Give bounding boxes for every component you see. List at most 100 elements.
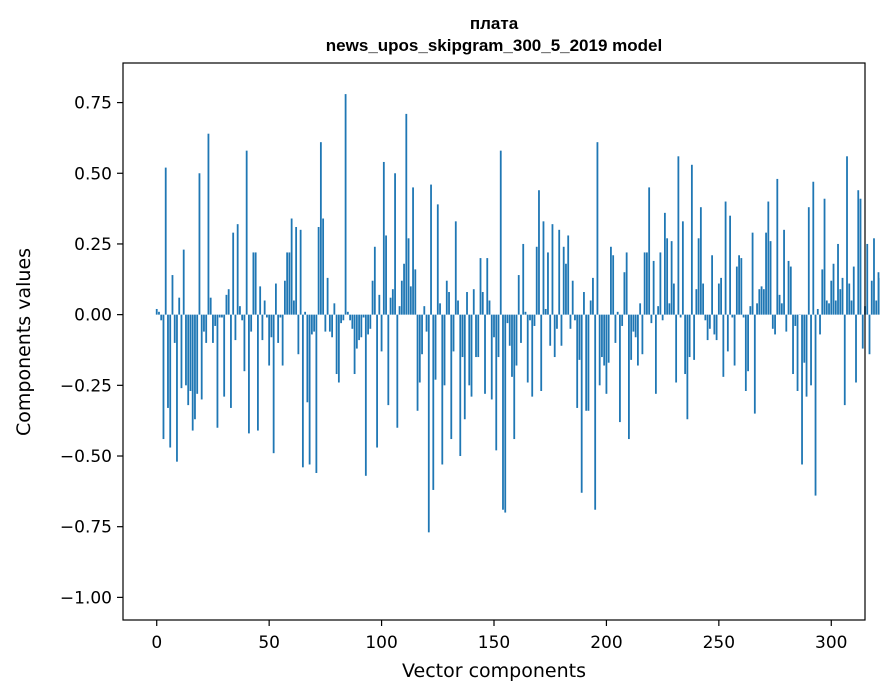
bar (612, 255, 615, 315)
bar (493, 314, 495, 338)
bar (427, 314, 430, 533)
bar (227, 289, 230, 315)
bar (866, 243, 869, 315)
bar (542, 221, 545, 315)
bar (657, 306, 660, 315)
bar (861, 314, 864, 349)
bar (448, 292, 450, 315)
bar (688, 314, 691, 358)
bar (742, 314, 745, 318)
bar (744, 314, 747, 391)
bar (693, 314, 696, 360)
bar (191, 314, 194, 431)
bar (720, 277, 722, 315)
bar (391, 289, 394, 315)
bar (760, 286, 763, 315)
bar (529, 314, 531, 321)
bar (281, 314, 284, 366)
bar (774, 314, 776, 335)
bar (598, 314, 601, 386)
bar (481, 292, 484, 315)
bar (832, 263, 835, 315)
x-axis: 0 50 100 150 200 250 300 (151, 620, 847, 653)
bar (621, 314, 624, 326)
bar (565, 263, 567, 315)
bar (182, 249, 185, 315)
bar (868, 314, 871, 355)
bar (639, 303, 642, 315)
bar (751, 232, 754, 315)
bar (445, 280, 448, 315)
bar (209, 297, 212, 315)
bar (472, 289, 475, 315)
bar (646, 252, 648, 315)
bar-series (155, 94, 880, 533)
bar (699, 207, 702, 315)
bar (218, 314, 221, 318)
bar (252, 252, 255, 315)
bar (810, 314, 812, 386)
bar (461, 314, 464, 358)
bar (825, 300, 828, 315)
bar (200, 314, 203, 400)
bar (614, 314, 617, 343)
bar (371, 280, 374, 315)
bar (351, 314, 354, 329)
bar (769, 241, 772, 315)
bar (475, 314, 477, 358)
bar (722, 314, 725, 377)
bar (859, 198, 862, 315)
bar (684, 314, 687, 375)
bar (873, 238, 875, 315)
bar (654, 314, 657, 394)
bar (277, 314, 280, 343)
bar (875, 300, 878, 315)
bar (717, 283, 720, 315)
bar (389, 297, 392, 315)
bar (346, 311, 349, 315)
bar (533, 314, 536, 326)
bar (385, 235, 387, 315)
bar (499, 150, 502, 315)
bar (508, 314, 511, 346)
bar (279, 314, 282, 318)
bar (167, 314, 169, 408)
bar (304, 311, 307, 315)
bar (308, 314, 311, 465)
y-tick-label: 0.00 (74, 306, 112, 326)
bar (538, 190, 540, 315)
bar (634, 314, 637, 338)
bar (767, 201, 770, 315)
bar (520, 314, 522, 343)
bar (756, 303, 758, 315)
bar (828, 303, 830, 315)
bar (230, 314, 232, 408)
x-tick-label: 50 (258, 633, 280, 653)
bar (789, 266, 792, 315)
bar (695, 289, 698, 315)
bar (479, 258, 482, 315)
bar (511, 314, 513, 377)
bar (376, 314, 378, 448)
bar (324, 314, 327, 332)
bar (659, 252, 662, 315)
bar (173, 314, 176, 343)
bar (243, 314, 246, 372)
bar (758, 289, 761, 315)
bar (715, 314, 718, 341)
bar (771, 314, 774, 329)
bar (430, 184, 432, 315)
bar (207, 133, 210, 315)
bar (270, 314, 273, 338)
bar (632, 314, 635, 332)
bar (819, 314, 821, 335)
bar (342, 314, 345, 321)
bar (268, 314, 271, 366)
bar (355, 314, 358, 349)
bar (697, 238, 700, 315)
bar (160, 314, 163, 321)
bar (807, 207, 810, 315)
bar (322, 218, 325, 315)
bar (641, 314, 644, 355)
bar (223, 314, 226, 397)
